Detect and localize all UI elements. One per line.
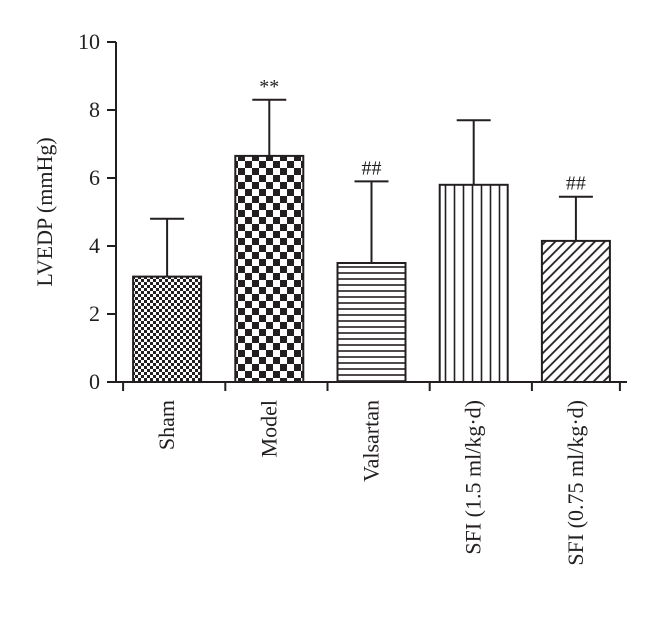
y-tick-label: 2 <box>89 301 100 326</box>
bar-4 <box>438 183 509 383</box>
y-tick-label: 10 <box>78 29 100 54</box>
y-tick-label: 8 <box>89 97 100 122</box>
bar-2 <box>234 154 305 383</box>
category-label-1: Sham <box>154 400 179 450</box>
y-tick-label: 6 <box>89 165 100 190</box>
y-axis: 0 2 4 6 8 10 <box>78 29 117 394</box>
bar-3 <box>336 262 407 383</box>
x-axis <box>116 381 627 391</box>
y-tick-label: 0 <box>89 369 100 394</box>
category-label-3: Valsartan <box>359 400 384 482</box>
significance-marker-3: ## <box>362 157 382 179</box>
category-label-4: SFI (1.5 ml/kg·d) <box>461 400 486 555</box>
y-axis-title: LVEDP (mmHg) <box>32 137 57 286</box>
y-tick-label: 4 <box>89 233 100 258</box>
significance-marker-5: ## <box>566 173 586 195</box>
category-label-5: SFI (0.75 ml/kg·d) <box>563 400 588 566</box>
bar-5 <box>540 239 611 383</box>
bars-group: ** ## ## <box>132 76 611 384</box>
category-labels: Sham Model Valsartan SFI (1.5 ml/kg·d) SFI (… <box>154 400 588 566</box>
significance-marker-2: ** <box>259 76 279 98</box>
category-label-2: Model <box>256 400 281 457</box>
bar-1 <box>132 275 203 384</box>
